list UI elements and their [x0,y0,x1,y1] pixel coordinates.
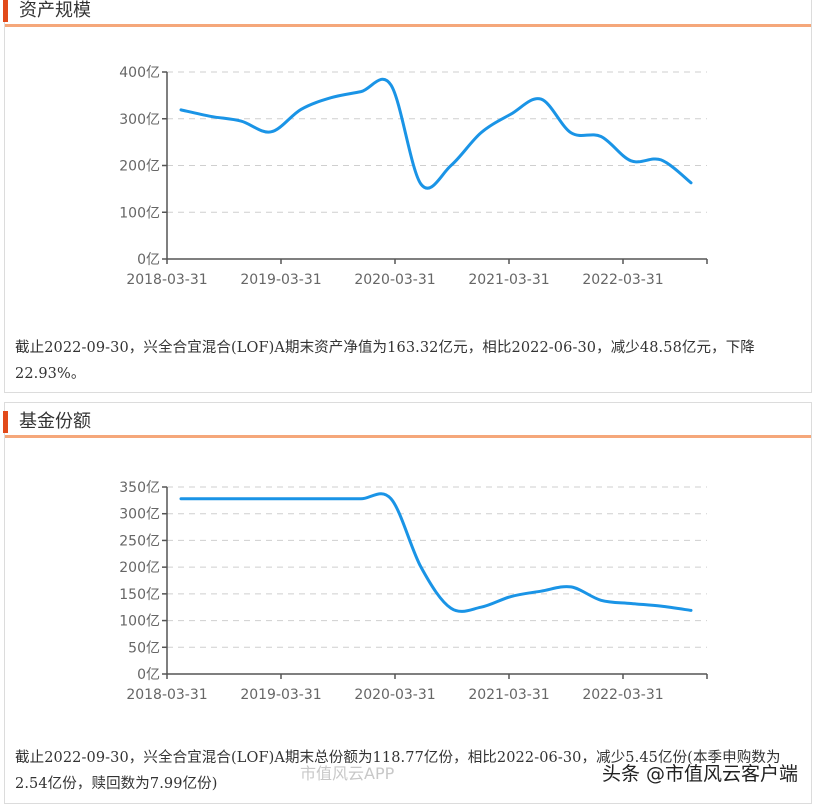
svg-text:2020-03-31: 2020-03-31 [354,272,435,288]
series-line [179,492,693,613]
svg-text:350亿: 350亿 [119,480,160,496]
svg-text:2022-03-31: 2022-03-31 [582,687,663,703]
asset-size-panel: 资产规模 0亿 100亿 200亿 300亿 400亿 2018-03-31 2019-03… [3,0,812,393]
svg-text:2018-03-31: 2018-03-31 [126,272,207,288]
section-description: 截止2022-09-30，兴全合宜混合(LOF)A期末总份额为118.77亿份，… [15,750,781,792]
section-description: 截止2022-09-30，兴全合宜混合(LOF)A期末资产净值为163.32亿元… [15,340,755,382]
svg-text:100亿: 100亿 [119,205,160,221]
fund-share-panel: 基金份额 0亿 50亿 100亿 150亿 200亿 250亿 300亿 350亿 2018-0… [3,402,812,804]
section-header: 基金份额 [3,411,811,438]
svg-text:200亿: 200亿 [119,560,160,576]
accent-bar [3,411,8,433]
section-title: 资产规模 [19,0,91,21]
svg-text:2022-03-31: 2022-03-31 [582,272,663,288]
svg-text:100亿: 100亿 [119,614,160,630]
fund-share-chart: 0亿 50亿 100亿 150亿 200亿 250亿 300亿 350亿 2018-03-31 2… [119,480,708,703]
section-header: 资产规模 [3,0,811,27]
svg-text:200亿: 200亿 [119,159,160,175]
svg-text:250亿: 250亿 [119,533,160,549]
series-line [179,77,693,190]
svg-text:0亿: 0亿 [137,252,160,268]
svg-text:2018-03-31: 2018-03-31 [126,687,207,703]
watermark-app: 市值风云APP [300,764,395,783]
accent-bar [3,0,8,22]
watermark-source: 头条 @市值风云客户端 [601,763,798,785]
svg-text:2020-03-31: 2020-03-31 [354,687,435,703]
svg-text:50亿: 50亿 [128,640,160,656]
svg-text:150亿: 150亿 [119,587,160,603]
svg-text:2019-03-31: 2019-03-31 [240,272,321,288]
svg-text:400亿: 400亿 [119,65,160,81]
svg-text:2021-03-31: 2021-03-31 [468,687,549,703]
section-title: 基金份额 [19,411,91,432]
svg-text:2019-03-31: 2019-03-31 [240,687,321,703]
svg-text:2021-03-31: 2021-03-31 [468,272,549,288]
svg-text:0亿: 0亿 [137,667,160,683]
svg-text:300亿: 300亿 [119,112,160,128]
svg-text:300亿: 300亿 [119,507,160,523]
asset-size-chart: 0亿 100亿 200亿 300亿 400亿 2018-03-31 2019-03-31 20… [119,65,708,288]
